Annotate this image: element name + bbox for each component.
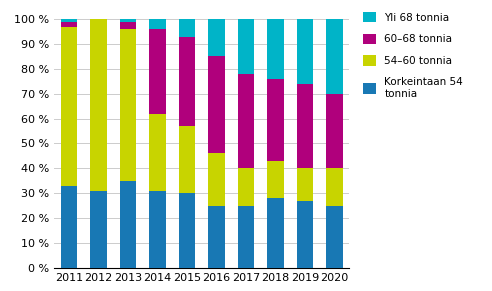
Bar	[238, 205, 254, 268]
Bar	[179, 19, 195, 36]
Bar	[209, 205, 224, 268]
Bar	[209, 19, 224, 56]
Bar	[268, 161, 283, 198]
Bar	[120, 181, 136, 268]
Bar	[120, 29, 136, 181]
Bar	[209, 153, 224, 205]
Bar	[150, 19, 166, 29]
Bar	[327, 168, 343, 205]
Bar	[238, 19, 254, 74]
Bar	[150, 29, 166, 113]
Bar	[120, 22, 136, 29]
Bar	[91, 191, 107, 268]
Bar	[61, 26, 77, 186]
Bar	[297, 168, 313, 200]
Bar	[120, 19, 136, 22]
Bar	[61, 22, 77, 26]
Bar	[61, 186, 77, 268]
Bar	[268, 79, 283, 161]
Bar	[61, 19, 77, 22]
Bar	[179, 193, 195, 268]
Bar	[327, 94, 343, 168]
Bar	[297, 84, 313, 168]
Bar	[209, 56, 224, 153]
Bar	[268, 198, 283, 268]
Bar	[327, 19, 343, 94]
Bar	[327, 205, 343, 268]
Bar	[238, 74, 254, 168]
Bar	[297, 19, 313, 84]
Legend: Yli 68 tonnia, 60–68 tonnia, 54–60 tonnia, Korkeintaan 54
tonnia: Yli 68 tonnia, 60–68 tonnia, 54–60 tonni…	[364, 12, 463, 99]
Bar	[150, 113, 166, 191]
Bar	[150, 191, 166, 268]
Bar	[238, 168, 254, 205]
Bar	[179, 36, 195, 126]
Bar	[179, 126, 195, 193]
Bar	[91, 19, 107, 191]
Bar	[268, 19, 283, 79]
Bar	[297, 200, 313, 268]
